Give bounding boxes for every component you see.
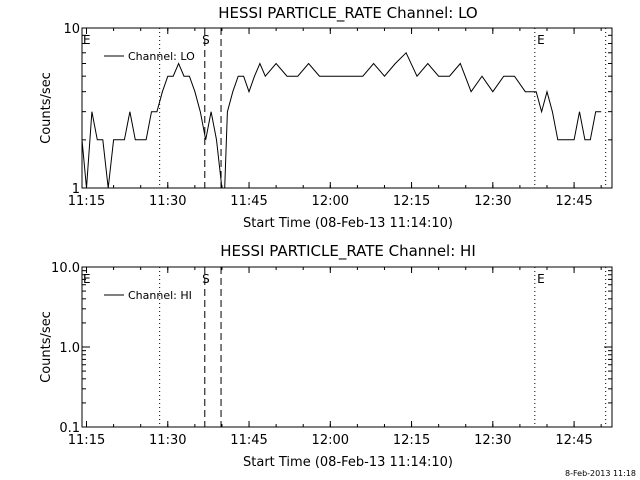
event-marker-label: E: [83, 272, 91, 286]
footer-timestamp: 8-Feb-2013 11:18: [565, 469, 636, 478]
legend: Channel: LO: [104, 50, 195, 63]
lo-channel-panel: HESSI PARTICLE_RATE Channel: LO Counts/s…: [39, 4, 613, 231]
y-tick-labels: 1 10: [63, 22, 612, 197]
event-marker-label: E: [537, 272, 545, 286]
x-tick-labels: 11:15 11:30 11:45 12:00 12:15 12:30 12:45: [68, 28, 602, 209]
x-tick-label: 11:15: [68, 433, 105, 448]
event-lines: [159, 28, 607, 188]
event-marker-label: S: [202, 33, 210, 47]
plot-frame: [81, 27, 613, 189]
plot-frame: [81, 266, 613, 428]
y-tick-label: 1: [72, 182, 80, 197]
y-tick-label: 0.1: [59, 421, 80, 436]
series-line: [81, 51, 602, 189]
chart-title: HESSI PARTICLE_RATE Channel: HI: [220, 242, 476, 261]
x-tick-label: 12:00: [312, 433, 349, 448]
event-marker-label: E: [537, 33, 545, 47]
x-axis-label: Start Time (08-Feb-13 11:14:10): [243, 216, 453, 231]
x-tick-label: 12:00: [312, 194, 349, 209]
x-tick-label: 12:30: [474, 433, 511, 448]
x-tick-label: 11:45: [230, 194, 267, 209]
x-tick-label: 12:15: [393, 194, 430, 209]
x-tick-label: 11:30: [149, 194, 186, 209]
x-axis-label: Start Time (08-Feb-13 11:14:10): [243, 455, 453, 470]
chart-title: HESSI PARTICLE_RATE Channel: LO: [218, 4, 477, 23]
event-lines: [159, 267, 607, 427]
x-tick-label: 12:30: [474, 194, 511, 209]
y-tick-label: 10.0: [51, 261, 80, 276]
event-marker-label: S: [202, 272, 210, 286]
x-tick-label: 11:30: [149, 433, 186, 448]
series-lines: [81, 51, 602, 189]
x-tick-label: 12:45: [555, 433, 592, 448]
y-axis-label: Counts/sec: [39, 311, 54, 383]
y-tick-label: 10: [63, 22, 80, 37]
x-tick-label: 12:15: [393, 433, 430, 448]
y-axis-label: Counts/sec: [39, 72, 54, 144]
hi-channel-panel: HESSI PARTICLE_RATE Channel: HI Counts/s…: [39, 242, 613, 470]
legend-entry: Channel: HI: [128, 289, 192, 302]
x-tick-label: 11:45: [230, 433, 267, 448]
y-tick-labels: 0.1 1.0 10.0: [51, 261, 612, 436]
event-marker-label: E: [83, 33, 91, 47]
legend: Channel: HI: [104, 289, 192, 302]
x-tick-label: 12:45: [555, 194, 592, 209]
legend-entry: Channel: LO: [128, 50, 195, 63]
y-tick-label: 1.0: [59, 341, 80, 356]
x-tick-label: 11:15: [68, 194, 105, 209]
